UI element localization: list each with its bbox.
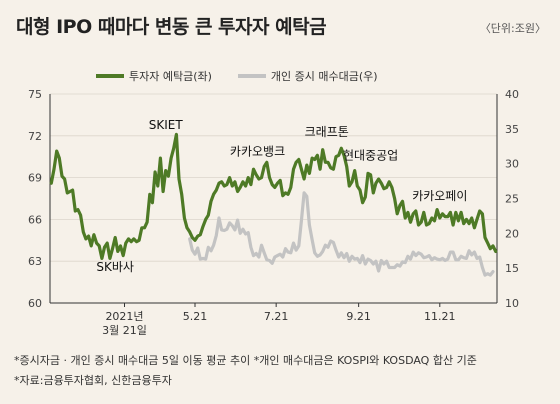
event-annotation: SKIET: [149, 118, 184, 132]
y-right-tick-label: 30: [505, 158, 519, 171]
y-left-tick-label: 69: [28, 172, 42, 185]
event-annotation: 현대중공업: [343, 148, 398, 162]
y-right-tick-label: 10: [505, 297, 519, 310]
y-right-tick-label: 40: [505, 88, 519, 101]
y-right-tick-label: 35: [505, 123, 519, 136]
chart-title: 대형 IPO 때마다 변동 큰 투자자 예탁금: [16, 16, 327, 38]
y-left-tick-label: 72: [28, 130, 42, 143]
y-right-tick-label: 25: [505, 193, 519, 206]
event-annotation: 크래프톤: [305, 125, 349, 139]
x-tick-label: 7.21: [264, 310, 289, 323]
x-tick-label: 9.21: [346, 310, 371, 323]
y-left-tick-label: 63: [28, 255, 42, 268]
series-buying-line: [188, 191, 495, 277]
y-left-tick-label: 75: [28, 88, 42, 101]
legend: 투자자 예탁금(좌) 개인 증시 매수대금(우): [96, 68, 404, 84]
footnote-source: *자료:금융투자협회, 신한금융투자: [14, 374, 172, 387]
x-tick-label: 3월 21일: [102, 323, 147, 337]
event-annotation: 카카오페이: [412, 189, 467, 203]
legend-swatch-deposit: [96, 74, 124, 78]
y-left-tick-label: 66: [28, 213, 42, 226]
y-right-tick-label: 20: [505, 227, 519, 240]
footnote-method: *증시자금 · 개인 증시 매수대금 5일 이동 평균 추이 *개인 매수대금은…: [14, 354, 477, 367]
x-tick-label: 2021년: [105, 310, 143, 323]
legend-item-deposit: 투자자 예탁금(좌): [96, 68, 212, 84]
x-tick-label: 11.21: [424, 310, 456, 323]
legend-item-buying: 개인 증시 매수대금(우): [237, 68, 378, 84]
unit-label: 〈단위:조원〉: [479, 22, 546, 35]
y-right-tick-label: 15: [505, 262, 519, 275]
event-annotation: SK바사: [96, 260, 134, 274]
y-left-tick-label: 60: [28, 297, 42, 310]
legend-swatch-buying: [237, 74, 266, 78]
x-tick-label: 5.21: [183, 310, 208, 323]
event-annotation: 카카오뱅크: [230, 144, 285, 158]
legend-label-buying: 개인 증시 매수대금(우): [270, 70, 378, 83]
legend-label-deposit: 투자자 예탁금(좌): [129, 70, 212, 83]
series-deposit-line: [49, 132, 498, 260]
